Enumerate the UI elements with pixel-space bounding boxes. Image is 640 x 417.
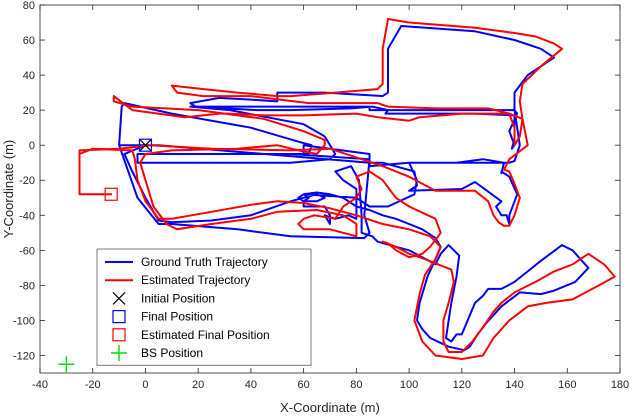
- marker-plus-3: [58, 356, 75, 373]
- series-layer: [78, 18, 616, 360]
- legend-label: Estimated Final Position: [141, 328, 270, 342]
- series-line-1: [78, 18, 616, 360]
- legend-box: [96, 248, 312, 366]
- y-tick-label: -40: [19, 210, 35, 222]
- x-tick-label: 40: [245, 379, 257, 391]
- series-line-0: [118, 25, 590, 352]
- y-axis-label: Y-Coordinate (m): [1, 140, 16, 239]
- x-tick-label: 120: [453, 379, 471, 391]
- x-tick-label: 0: [142, 379, 148, 391]
- y-tick-label: -100: [13, 315, 35, 327]
- x-tick-label: 180: [611, 379, 629, 391]
- x-tick-label: -40: [32, 379, 48, 391]
- legend-symbol-3: [112, 310, 126, 324]
- x-tick-label: 100: [400, 379, 418, 391]
- legend-symbol-4: [112, 328, 126, 342]
- x-tick-label: 140: [505, 379, 523, 391]
- y-tick-label: -80: [19, 280, 35, 292]
- x-tick-label: 160: [558, 379, 576, 391]
- legend: Ground Truth Trajectory Estimated Traject…: [96, 248, 312, 366]
- y-tick-label: -120: [13, 350, 35, 362]
- legend-label: Initial Position: [141, 291, 215, 305]
- y-tick-label: -20: [19, 175, 35, 187]
- x-tick-label: 60: [298, 379, 310, 391]
- legend-symbol-5: [111, 345, 127, 361]
- x-axis-ticks: -40 -20 0 20 40 60 80 100 120 140 160 180: [32, 5, 629, 391]
- y-tick-label: 0: [29, 140, 35, 152]
- x-tick-label: 80: [350, 379, 362, 391]
- legend-label: Ground Truth Trajectory: [141, 255, 268, 269]
- legend-symbol-2: [112, 291, 126, 305]
- marker-square-1: [138, 138, 153, 152]
- marker-layer: [58, 138, 153, 373]
- x-axis-label: X-Coordinate (m): [280, 400, 380, 415]
- y-tick-label: 80: [23, 0, 35, 12]
- y-tick-label: 60: [23, 35, 35, 47]
- marker-square-2: [104, 187, 118, 201]
- y-tick-label: -60: [19, 245, 35, 257]
- x-tick-label: 20: [192, 379, 204, 391]
- legend-label: BS Position: [141, 346, 203, 360]
- x-tick-label: -20: [85, 379, 101, 391]
- y-axis-ticks: -120 -100 -80 -60 -40 -20 0 20 40 60 80: [13, 0, 620, 362]
- marker-x-0: [139, 138, 152, 152]
- legend-label: Final Position: [141, 310, 213, 324]
- y-tick-label: 20: [23, 105, 35, 117]
- y-tick-label: 40: [23, 70, 35, 82]
- legend-label: Estimated Trajectory: [141, 273, 250, 287]
